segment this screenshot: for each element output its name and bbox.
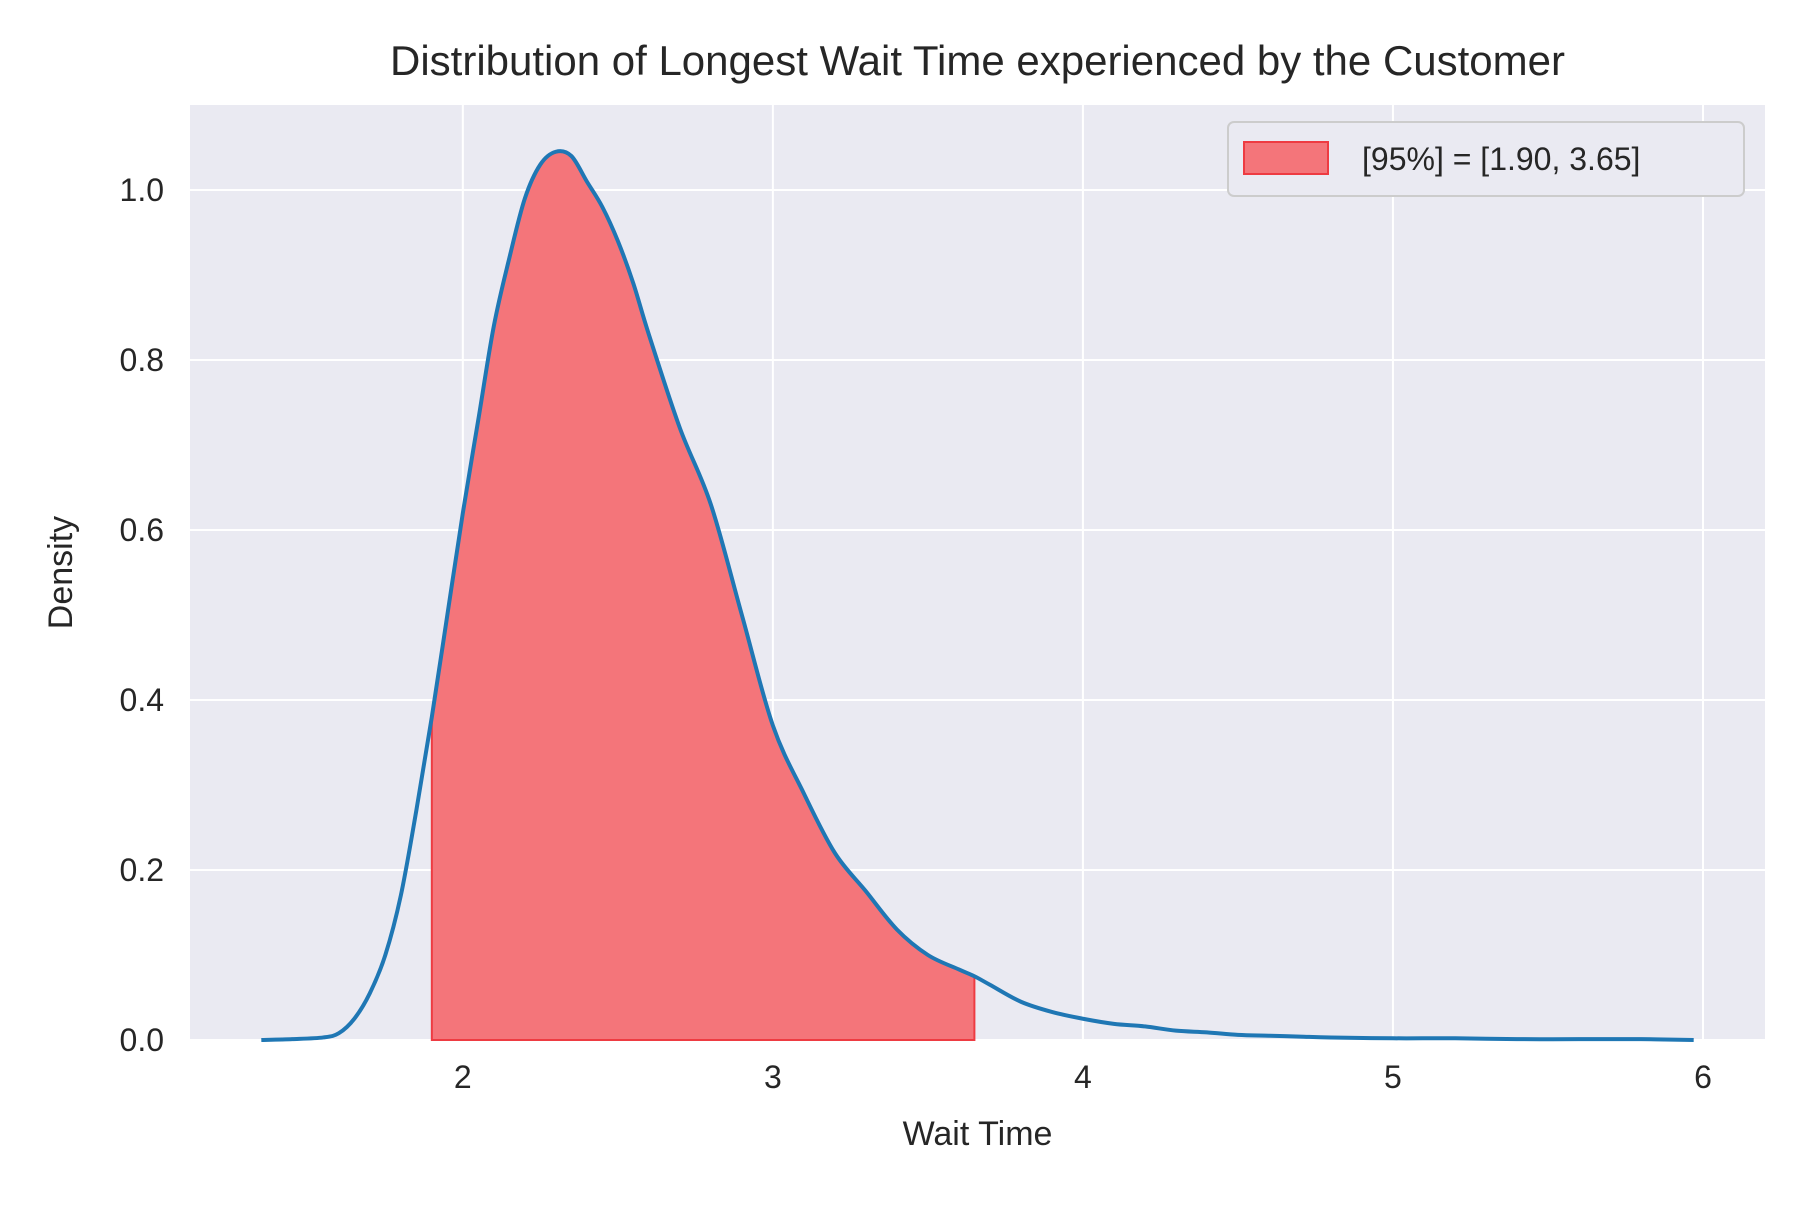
chart-title: Distribution of Longest Wait Time experi… <box>390 37 1565 84</box>
y-tick-label: 0.8 <box>120 342 164 378</box>
y-tick-label: 0.6 <box>120 512 164 548</box>
legend-swatch <box>1243 141 1329 175</box>
legend-box <box>1227 121 1745 197</box>
y-tick-label: 0.2 <box>120 852 164 888</box>
x-tick-label: 6 <box>1694 1059 1712 1095</box>
legend: [95%] = [1.90, 3.65] <box>1227 121 1745 197</box>
y-tick-label: 0.0 <box>120 1022 164 1058</box>
y-tick-label: 0.4 <box>120 682 164 718</box>
density-curve <box>261 149 1694 1042</box>
axis-ticks: 2 3 4 5 6 0.0 0.2 0.4 0.6 0.8 1.0 <box>120 172 1712 1095</box>
x-axis-label: Wait Time <box>903 1115 1053 1153</box>
plot-background <box>190 105 1765 1040</box>
x-tick-label: 2 <box>454 1059 472 1095</box>
x-tick-label: 5 <box>1384 1059 1402 1095</box>
y-axis-label: Density <box>42 516 80 629</box>
legend-label: [95%] = [1.90, 3.65] <box>1362 141 1640 177</box>
x-tick-label: 4 <box>1074 1059 1092 1095</box>
x-tick-label: 3 <box>764 1059 782 1095</box>
y-tick-label: 1.0 <box>120 172 164 208</box>
